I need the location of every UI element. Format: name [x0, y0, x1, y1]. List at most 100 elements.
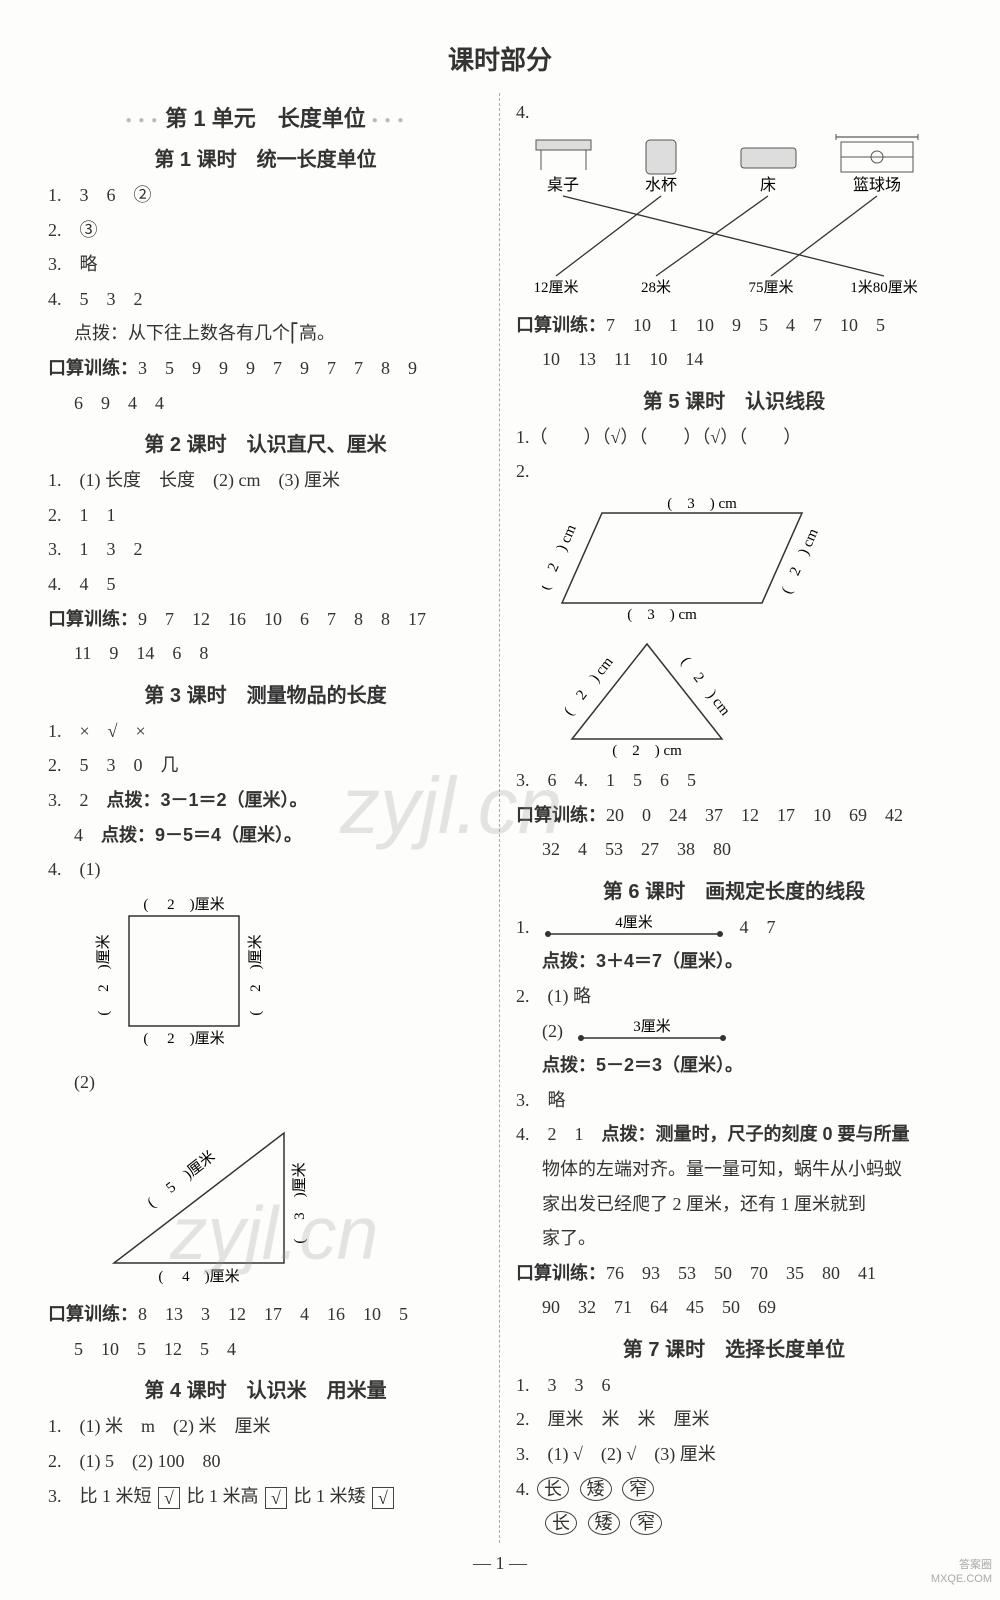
triangle-svg: ( 4 )厘米 ( 3 )厘米 ( 5 )厘米	[74, 1103, 334, 1293]
lesson2-title: 第 2 课时 认识直尺、厘米	[48, 428, 483, 457]
calc: 口算训练：20 0 24 37 12 17 10 69 42	[516, 800, 952, 831]
calc-values: 20 0 24 37 12 17 10 69 42	[606, 805, 903, 825]
text: 2. 1 1	[48, 500, 483, 531]
text: 1. × √ ×	[48, 716, 483, 747]
svg-text:( 2 ) cm: ( 2 ) cm	[779, 526, 822, 596]
calc: 口算训练：9 7 12 16 10 6 7 8 8 17	[48, 604, 483, 635]
text: 1. 3 3 6	[516, 1370, 952, 1401]
parallelogram-svg: ( 3 ) cm ( 3 ) cm ( 2 ) cm ( 2 ) cm	[542, 493, 852, 623]
calc-label: 口算训练：	[516, 805, 606, 825]
svg-text:( 2 ) cm: ( 2 ) cm	[542, 522, 580, 592]
corner-line: 答案圈	[931, 1559, 992, 1572]
text: 2. 厘米 米 米 厘米	[516, 1404, 952, 1435]
hint: 点拨：9－5＝4（厘米）。	[101, 825, 302, 845]
square-figure: ( 2 )厘米 ( 2 )厘米 ( 2 )厘米 ( 2 )厘米	[74, 891, 483, 1061]
circled-item: 长	[545, 1511, 577, 1535]
triangle-figure: ( 4 )厘米 ( 3 )厘米 ( 5 )厘米	[74, 1103, 483, 1293]
circled-row: 4. 长 矮 窄	[516, 1474, 952, 1505]
text: 1. 3 6 ②	[48, 180, 483, 211]
calc-label: 口算训练：	[48, 1304, 138, 1324]
text: 3. 略	[48, 249, 483, 280]
calc: 口算训练：3 5 9 9 9 7 9 7 7 8 9	[48, 353, 483, 384]
hint: 物体的左端对齐。量一量可知，蜗牛从小蚂蚁	[516, 1154, 952, 1185]
circled-item: 矮	[580, 1477, 612, 1501]
circled-item: 矮	[588, 1511, 620, 1535]
calc-values: 76 93 53 50 70 35 80 41	[606, 1263, 876, 1283]
text: 2.	[516, 456, 952, 487]
svg-text:75厘米: 75厘米	[748, 279, 793, 296]
svg-text:( 2 )厘米: ( 2 )厘米	[143, 896, 224, 913]
triangle2-svg: ( 2 ) cm ( 2 ) cm ( 2 ) cm	[542, 629, 762, 759]
svg-text:水杯: 水杯	[645, 176, 677, 194]
lesson4-title: 第 4 课时 认识米 用米量	[48, 1374, 483, 1403]
tick-box: √	[265, 1487, 287, 1509]
svg-text:( 2 ) cm: ( 2 ) cm	[677, 654, 733, 719]
text: 3. 略	[516, 1085, 952, 1116]
svg-text:3厘米: 3厘米	[633, 1018, 671, 1035]
text: 4. 4 5	[48, 569, 483, 600]
calc-values: 11 9 14 6 8	[48, 638, 483, 669]
text: 3. 1 3 2	[48, 534, 483, 565]
hint: 家出发已经爬了 2 厘米，还有 1 厘米就到	[516, 1189, 952, 1220]
calc-values: 9 7 12 16 10 6 7 8 8 17	[138, 609, 426, 629]
text: 3. (1) √ (2) √ (3) 厘米	[516, 1439, 952, 1470]
calc-values: 8 13 3 12 17 4 16 10 5	[138, 1304, 408, 1324]
svg-text:( 2 ) cm: ( 2 ) cm	[561, 654, 617, 719]
hint: 点拨：从下往上数各有几个⎡高。	[48, 318, 483, 349]
circled-item: 长	[537, 1477, 569, 1501]
svg-text:( 2 ) cm: ( 2 ) cm	[612, 743, 682, 759]
svg-text:( 5 )厘米: ( 5 )厘米	[144, 1148, 218, 1211]
text: 1.（ ）（√）（ ）（√）（ ）	[516, 422, 952, 453]
text: 3. 比 1 米短 √ 比 1 米高 √ 比 1 米矮 √	[48, 1481, 483, 1512]
lesson7-title: 第 7 课时 选择长度单位	[516, 1333, 952, 1362]
label: 3. 比 1 米短	[48, 1486, 152, 1506]
triangle2-figure: ( 2 ) cm ( 2 ) cm ( 2 ) cm	[542, 629, 952, 759]
text: 3. 6 4. 1 5 6 5	[516, 765, 952, 796]
label: 比 1 米高	[187, 1486, 259, 1506]
svg-text:床: 床	[760, 176, 776, 194]
calc-label: 口算训练：	[48, 358, 138, 378]
calc-label: 口算训练：	[48, 609, 138, 629]
matching-svg: 桌子 水杯 床 篮球场 12厘米 28米 75厘米 1米80厘米	[516, 134, 936, 304]
ans: 3. 2	[48, 790, 107, 810]
svg-text:( 4 )厘米: ( 4 )厘米	[158, 1268, 239, 1285]
parallelogram-figure: ( 3 ) cm ( 3 ) cm ( 2 ) cm ( 2 ) cm	[542, 493, 952, 623]
lesson1-title: 第 1 课时 统一长度单位	[48, 143, 483, 172]
text: 4. (1)	[48, 854, 483, 885]
svg-text:篮球场: 篮球场	[853, 176, 901, 194]
circled-item: 窄	[630, 1511, 662, 1535]
two-column-layout: 第 1 单元 长度单位 第 1 课时 统一长度单位 1. 3 6 ② 2. ③ …	[40, 93, 960, 1543]
calc-values: 3 5 9 9 9 7 9 7 7 8 9	[138, 358, 417, 378]
calc-values: 32 4 53 27 38 80	[516, 834, 952, 865]
unit-header: 第 1 单元 长度单位	[48, 101, 483, 133]
calc: 口算训练：76 93 53 50 70 35 80 41	[516, 1258, 952, 1289]
tick-box: √	[372, 1487, 394, 1509]
hint: 点拨：5－2＝3（厘米）。	[516, 1050, 952, 1081]
matching-figure: 桌子 水杯 床 篮球场 12厘米 28米 75厘米 1米80厘米	[516, 134, 952, 304]
hint: 点拨：测量时，尺子的刻度 0 要与所量	[602, 1124, 910, 1144]
corner-mark: 答案圈 MXQE.COM	[931, 1559, 992, 1585]
text: 3. 2 点拨：3－1＝2（厘米）。	[48, 785, 483, 816]
text: 1. (1) 米 m (2) 米 厘米	[48, 1411, 483, 1442]
right-column: 4. 桌子 水杯 床 篮球场 12厘米 28米 75厘米 1米80厘米	[500, 93, 960, 1543]
svg-text:( 2 )厘米: ( 2 )厘米	[95, 934, 112, 1015]
square-svg: ( 2 )厘米 ( 2 )厘米 ( 2 )厘米 ( 2 )厘米	[74, 891, 284, 1061]
ans: 4. 2 1	[516, 1124, 602, 1144]
label: 比 1 米矮	[294, 1486, 366, 1506]
svg-text:28米: 28米	[641, 279, 671, 296]
page-title: 课时部分	[40, 40, 960, 77]
segment-line: (2) 3厘米	[516, 1016, 952, 1047]
left-column: 第 1 单元 长度单位 第 1 课时 统一长度单位 1. 3 6 ② 2. ③ …	[40, 93, 500, 1543]
circled-row: 长 矮 窄	[516, 1508, 952, 1539]
svg-text:4厘米: 4厘米	[615, 914, 653, 931]
corner-line: MXQE.COM	[931, 1573, 992, 1586]
calc: 口算训练：8 13 3 12 17 4 16 10 5	[48, 1299, 483, 1330]
text: 4. 5 3 2	[48, 284, 483, 315]
text: 2. 5 3 0 几	[48, 750, 483, 781]
svg-text:( 3 ) cm: ( 3 ) cm	[667, 496, 737, 512]
text: 2. ③	[48, 215, 483, 246]
label: 1.	[516, 912, 530, 943]
label: 4.	[516, 1479, 530, 1499]
label: (2)	[542, 1016, 563, 1047]
page-number: — 1 —	[40, 1553, 960, 1574]
